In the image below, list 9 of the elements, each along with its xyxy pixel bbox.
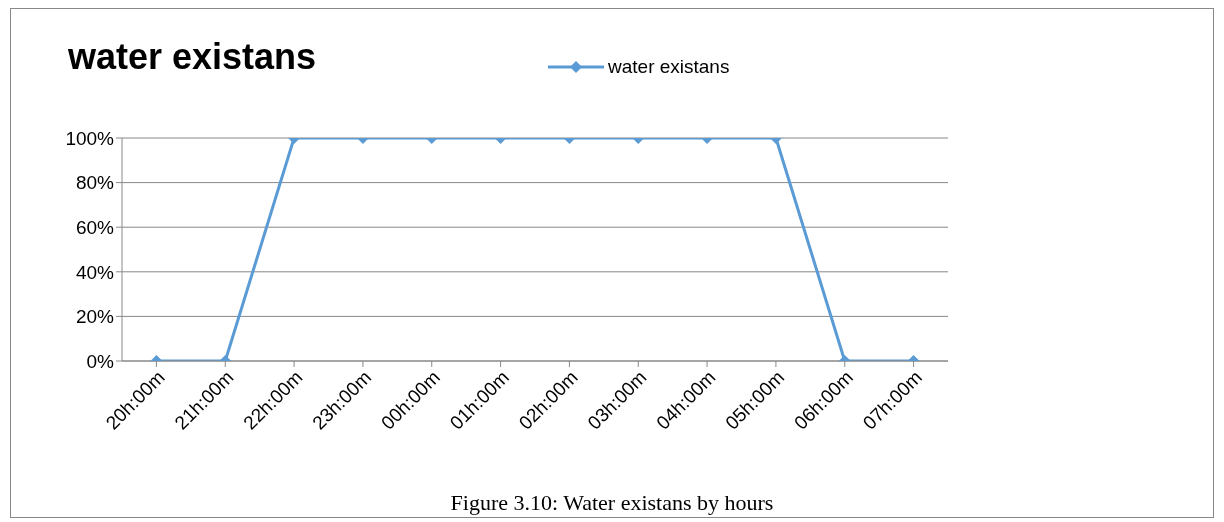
- y-tick-label: 0%: [86, 350, 115, 372]
- y-tick-label: 60%: [75, 216, 115, 238]
- y-tick-label: 80%: [75, 172, 115, 194]
- legend-label: water existans: [608, 56, 730, 78]
- chart-title: water existans: [68, 36, 317, 78]
- caption: Figure 3.10: Water existans by hours: [449, 490, 775, 516]
- y-tick-label: 100%: [65, 127, 115, 149]
- y-tick-label: 40%: [75, 261, 115, 283]
- y-tick-label: 20%: [75, 306, 115, 328]
